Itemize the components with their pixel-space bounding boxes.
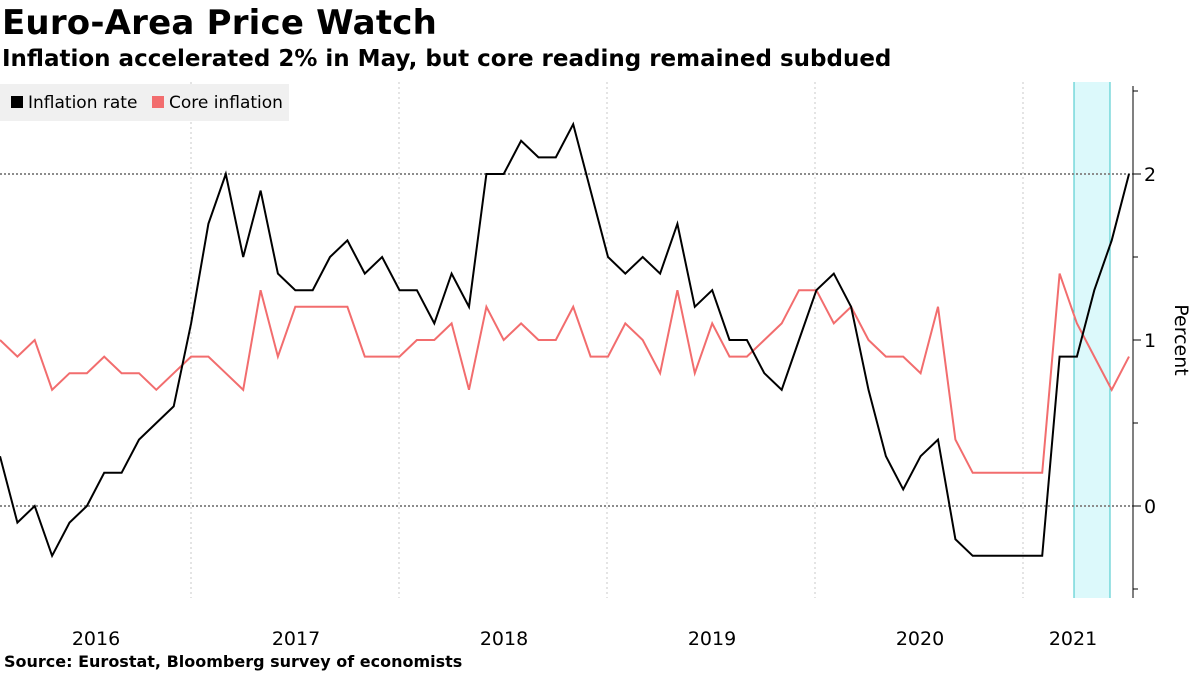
legend-background	[0, 84, 289, 121]
y-tick-label-1: 1	[1144, 330, 1156, 352]
x-tick-label-2019: 2019	[688, 628, 736, 650]
forecast-band-layer	[1073, 82, 1111, 598]
x-tick-label-2020: 2020	[896, 628, 944, 650]
legend-label-core: Core inflation	[169, 93, 283, 113]
inflation-rate-line	[0, 121, 1130, 559]
x-axis-labels: 2016 2017 2018 2019 2020 2021	[72, 628, 1097, 650]
y-axis-label: Percent	[1170, 304, 1192, 376]
core-inflation-line	[0, 273, 1130, 474]
x-tick-label-2016: 2016	[72, 628, 120, 650]
legend-swatch-core	[152, 96, 164, 108]
source-note: Source: Eurostat, Bloomberg survey of ec…	[4, 652, 463, 671]
chart-subtitle: Inflation accelerated 2% in May, but cor…	[2, 46, 892, 72]
legend-swatch-inflation	[11, 96, 23, 108]
x-tick-label-2017: 2017	[272, 628, 320, 650]
y-tick-label-2: 2	[1144, 164, 1156, 186]
legend: Inflation rate Core inflation	[0, 84, 289, 121]
x-tick-label-2018: 2018	[480, 628, 528, 650]
gridlines	[0, 82, 1133, 598]
forecast-band	[1074, 82, 1110, 598]
y-axis: 0 1 2	[1132, 86, 1156, 598]
x-tick-label-2021: 2021	[1049, 628, 1097, 650]
chart-title: Euro-Area Price Watch	[2, 3, 438, 43]
y-tick-label-0: 0	[1144, 496, 1156, 518]
legend-label-inflation: Inflation rate	[28, 93, 137, 113]
series-layer	[0, 121, 1130, 559]
